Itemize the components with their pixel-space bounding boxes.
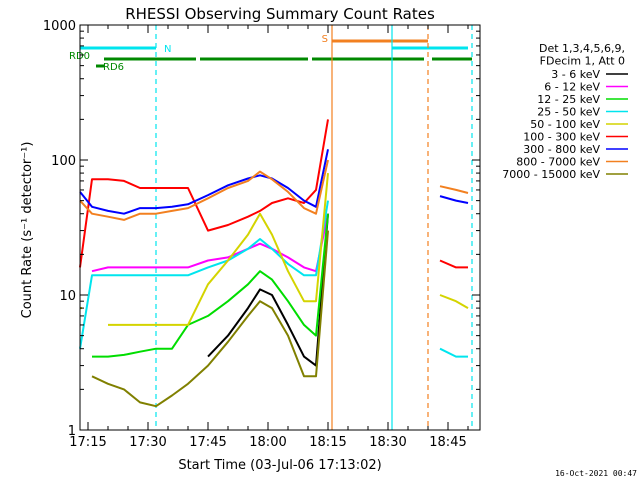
series-line (108, 173, 329, 326)
legend-header: FDecim 1, Att 0 (540, 55, 625, 68)
legend-label: 25 - 50 keV (537, 106, 600, 119)
chart-title: RHESSI Observing Summary Count Rates (125, 5, 435, 23)
series-line (91, 230, 329, 408)
series-line (439, 259, 468, 269)
legend-label: 50 - 100 keV (530, 118, 600, 131)
y-axis-label: Count Rate (s⁻¹ detector⁻¹) (20, 142, 35, 319)
series-line (207, 213, 329, 367)
legend-label: 7000 - 15000 keV (502, 168, 600, 181)
flag-label: S (322, 34, 328, 45)
legend-label: 100 - 300 keV (523, 131, 600, 144)
x-axis-label: Start Time (03-Jul-06 17:13:02) (178, 458, 381, 473)
x-tick-label: 18:15 (309, 435, 346, 450)
legend: Det 1,3,4,5,6,9,FDecim 1, Att 03 - 6 keV… (502, 42, 628, 181)
series-line (439, 294, 469, 309)
series-line (92, 213, 329, 358)
legend-label: 300 - 800 keV (523, 143, 600, 156)
y-tick-label: 1000 (43, 19, 76, 34)
series-line (79, 119, 329, 268)
x-tick-label: 17:15 (69, 435, 106, 450)
flag-label: RD6 (103, 62, 124, 73)
legend-header: Det 1,3,4,5,6,9, (539, 42, 625, 55)
x-tick-label: 18:45 (429, 435, 466, 450)
legend-label: 800 - 7000 keV (516, 156, 600, 169)
series-line (439, 347, 468, 358)
series-line (79, 159, 329, 221)
x-tick-label: 18:00 (249, 435, 286, 450)
series-lines (79, 119, 469, 408)
vertical-markers (155, 25, 473, 430)
series-line (79, 200, 329, 349)
series-line (439, 195, 469, 204)
series-line (91, 213, 329, 273)
x-tick-label: 17:45 (189, 435, 226, 450)
timestamp: 16-Oct-2021 00:47 (555, 469, 637, 478)
flag-label: N (164, 44, 171, 55)
plot-frame (79, 24, 481, 431)
x-tick-label: 18:30 (369, 435, 406, 450)
y-tick-label: 10 (59, 289, 76, 304)
y-tick-label: 100 (51, 154, 76, 169)
y-tick-label: 1 (68, 424, 76, 439)
x-tick-label: 17:30 (129, 435, 166, 450)
legend-label: 3 - 6 keV (551, 68, 600, 81)
legend-label: 6 - 12 keV (544, 81, 600, 94)
axes: 1 10 100 1000 17:15 17:30 17:45 18:00 18:15 18:30… (43, 19, 481, 450)
series-line (439, 185, 469, 194)
series-line (79, 149, 329, 215)
legend-label: 12 - 25 keV (537, 93, 600, 106)
